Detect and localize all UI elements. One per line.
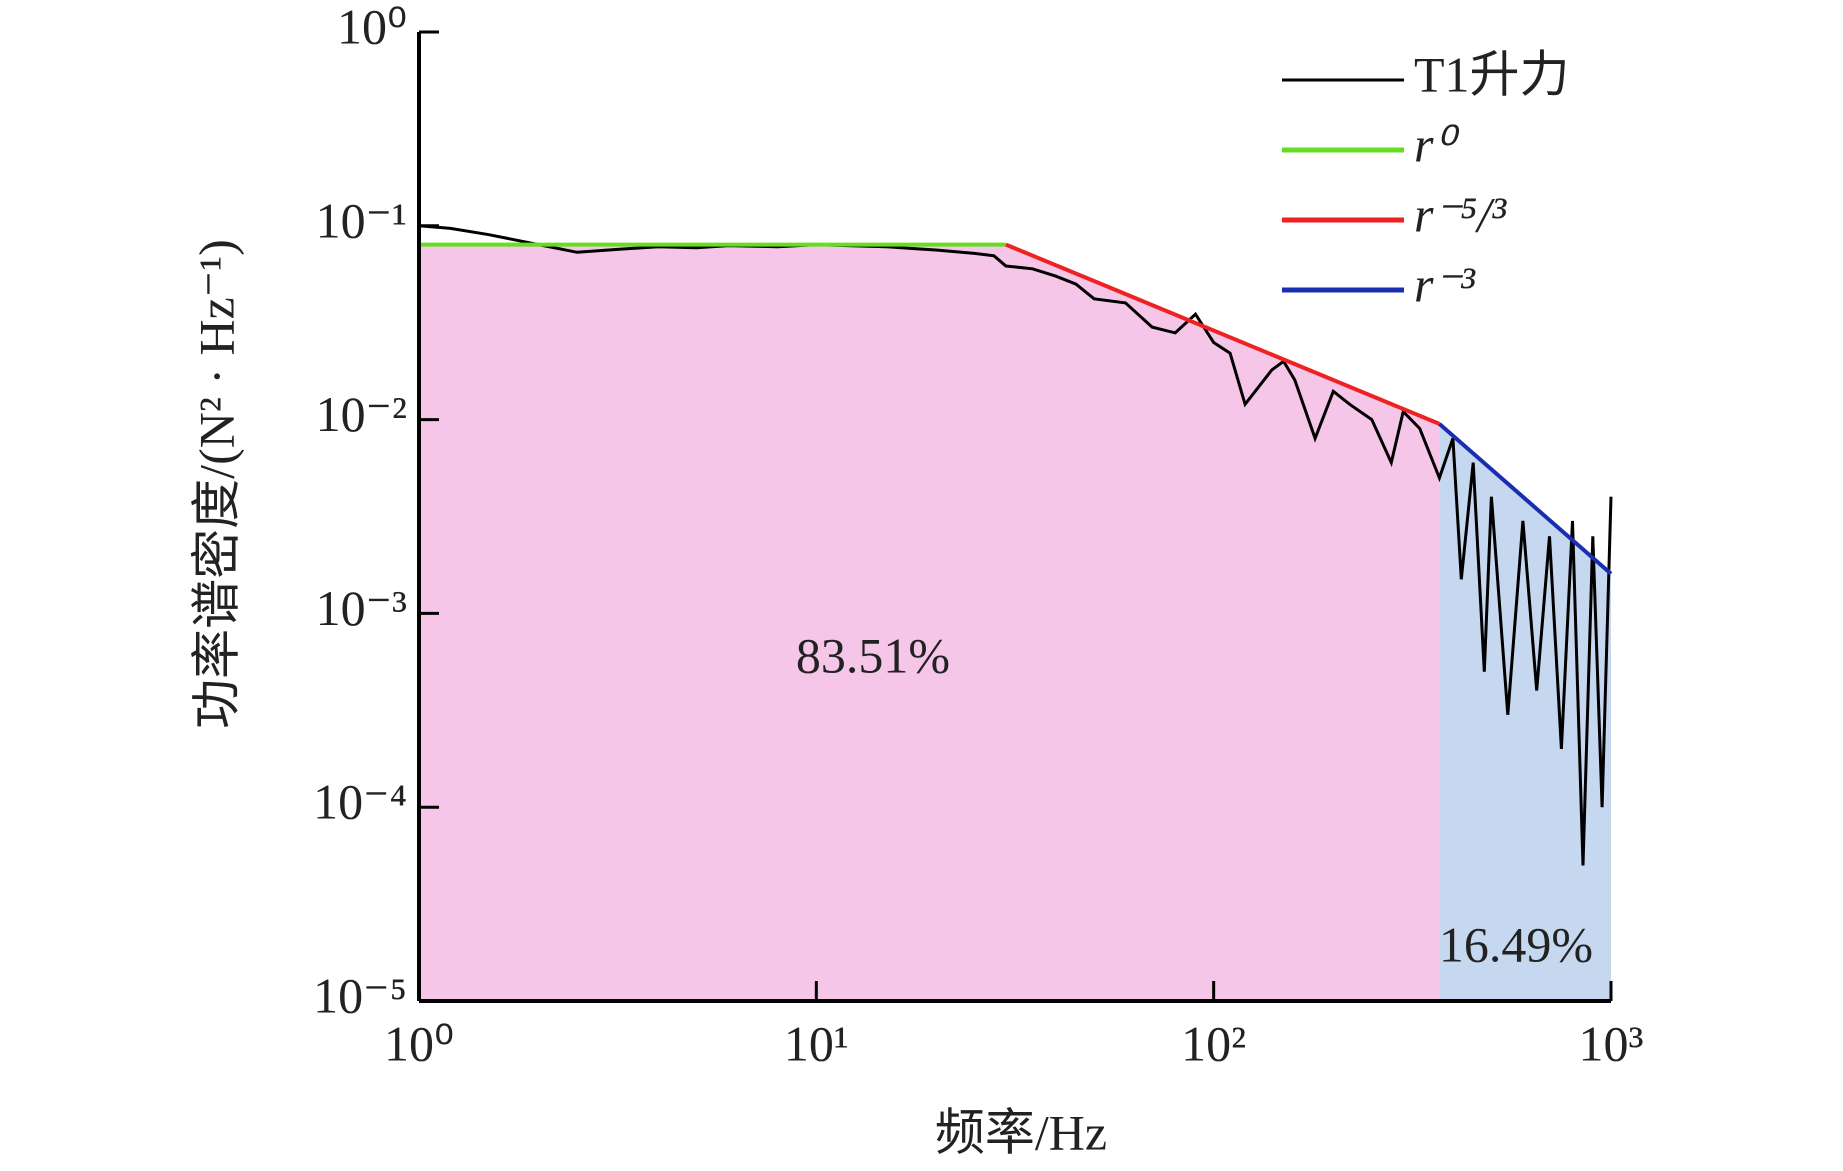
- legend-label: r⁻³: [1414, 256, 1476, 312]
- region-label: 16.49%: [1439, 916, 1593, 972]
- x-tick-label: 10³: [1579, 1015, 1644, 1071]
- x-axis-label: 频率/Hz: [935, 1104, 1107, 1160]
- region-label: 83.51%: [796, 627, 950, 683]
- y-axis-label: 功率谱密度/(N² · Hz⁻¹): [188, 239, 244, 729]
- series-line: [1438, 422, 1613, 576]
- y-tick-label: 10⁻⁴: [313, 774, 407, 830]
- shaded-region: [419, 244, 1440, 1001]
- x-tick-label: 10⁰: [384, 1015, 454, 1071]
- x-tick-label: 10¹: [784, 1015, 849, 1071]
- legend-label: r⁰: [1414, 116, 1460, 172]
- y-tick-label: 10⁻¹: [316, 192, 407, 248]
- legend-label: T1升力: [1414, 46, 1570, 102]
- y-tick-label: 10⁰: [337, 0, 407, 54]
- y-tick-label: 10⁻⁵: [313, 967, 407, 1023]
- series-line: [1005, 242, 1441, 426]
- x-tick-label: 10²: [1181, 1015, 1246, 1071]
- y-tick-label: 10⁻³: [316, 580, 407, 636]
- shaded-region: [1439, 423, 1611, 1001]
- series-line: [418, 224, 1613, 866]
- legend-label: r⁻⁵/³: [1414, 186, 1507, 242]
- y-tick-label: 10⁻²: [316, 386, 407, 442]
